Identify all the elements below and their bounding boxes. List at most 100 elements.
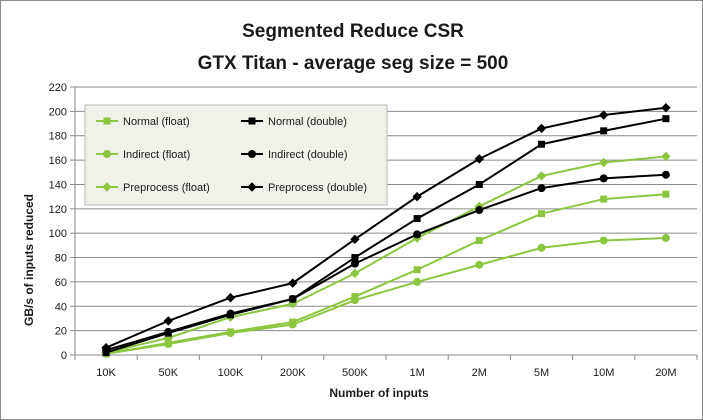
data-point <box>599 174 608 183</box>
data-point <box>599 157 609 168</box>
chart-title: Segmented Reduce CSR <box>242 21 464 42</box>
y-tick-label: 140 <box>49 179 67 191</box>
y-tick-label: 40 <box>55 301 67 313</box>
y-tick-label: 180 <box>49 131 67 143</box>
series-line <box>105 155 666 354</box>
data-point <box>537 243 546 252</box>
data-point <box>288 278 298 288</box>
legend-item: Normal (float) <box>96 116 190 128</box>
x-tick-label: 200K <box>280 367 306 379</box>
y-tick-label: 160 <box>49 155 67 167</box>
data-point <box>536 123 547 134</box>
y-tick-label: 60 <box>55 277 67 289</box>
data-point <box>537 184 546 193</box>
data-point <box>164 340 173 349</box>
data-point <box>475 236 483 244</box>
series-line <box>105 237 666 355</box>
x-tick-label: 20M <box>655 367 676 379</box>
x-tick-label: 1M <box>409 367 424 379</box>
data-point <box>661 103 671 113</box>
data-point <box>350 259 359 268</box>
data-point <box>662 115 670 123</box>
tick-labels: 0 20 40 60 80 100 120 140 160 180 200 220 10K 50K 100K… <box>49 82 677 379</box>
data-point <box>538 210 545 218</box>
legend-label: Indirect (float) <box>123 149 190 161</box>
data-point <box>475 206 484 215</box>
data-point <box>413 277 422 286</box>
x-tick-label: 50K <box>159 367 179 379</box>
data-point <box>288 294 297 303</box>
data-point <box>164 327 173 336</box>
legend-swatch-marker <box>103 117 111 125</box>
legend-label: Normal (float) <box>123 116 190 128</box>
data-point <box>350 296 359 305</box>
x-axis-title: Number of inputs <box>329 386 429 400</box>
legend-box <box>84 104 388 206</box>
data-point <box>661 234 670 243</box>
series-line <box>105 106 667 349</box>
data-point <box>226 309 235 318</box>
x-tick-label: 500K <box>342 367 368 379</box>
axes <box>70 86 698 360</box>
data-point <box>536 171 547 181</box>
data-point <box>474 154 484 164</box>
data-point <box>599 236 608 245</box>
data-point <box>538 140 545 148</box>
data-point <box>412 191 422 202</box>
data-point <box>226 329 235 338</box>
x-tick-label: 10K <box>96 367 116 379</box>
data-point <box>600 127 608 135</box>
series-layer <box>101 103 671 358</box>
y-tick-label: 220 <box>49 82 67 94</box>
legend-swatch-marker <box>248 150 256 158</box>
series-line <box>105 193 666 355</box>
legend-swatch-marker <box>102 182 112 192</box>
series-line <box>105 117 667 354</box>
y-axis-title: GB/s of inputs reduced <box>22 194 36 326</box>
chart-subtitle: GTX Titan - average seg size = 500 <box>198 53 509 74</box>
y-tick-label: 120 <box>49 204 67 216</box>
data-point <box>475 180 483 188</box>
legend-label: Indirect (double) <box>268 149 348 161</box>
x-tick-label: 100K <box>218 367 244 379</box>
data-point <box>351 254 359 262</box>
legend: Normal (float) Normal (double) Indirect (f… <box>84 104 388 206</box>
data-point <box>225 293 236 303</box>
series-line <box>105 173 666 352</box>
legend-swatch-marker <box>247 182 257 192</box>
series-preprocess-double <box>101 103 671 353</box>
legend-item: Normal (double) <box>241 116 347 128</box>
legend-label: Normal (double) <box>268 116 347 128</box>
y-tick-label: 200 <box>49 106 67 118</box>
x-tick-label: 2M <box>472 367 487 379</box>
y-tick-label: 20 <box>55 326 67 338</box>
legend-item: Preprocess (double) <box>241 182 367 194</box>
data-point <box>101 342 111 353</box>
legend-item: Preprocess (float) <box>96 182 210 194</box>
x-tick-label: 5M <box>534 367 549 379</box>
y-tick-label: 100 <box>49 228 67 240</box>
data-point <box>475 260 484 269</box>
legend-label: Preprocess (float) <box>123 182 210 194</box>
legend-swatch-marker <box>248 117 256 125</box>
y-tick-label: 80 <box>55 253 67 265</box>
legend-swatch-marker <box>103 150 111 158</box>
series-indirect-double <box>102 170 670 355</box>
data-point <box>288 320 297 329</box>
data-point <box>662 190 670 198</box>
data-point <box>599 110 609 120</box>
legend-item: Indirect (float) <box>96 149 190 161</box>
x-tick-label: 10M <box>593 367 614 379</box>
y-tick-label: 0 <box>61 350 67 362</box>
series-indirect-float <box>102 234 670 358</box>
data-point <box>661 170 670 179</box>
data-point <box>413 215 421 223</box>
data-point <box>413 266 421 274</box>
legend-label: Preprocess (double) <box>268 182 367 194</box>
data-point <box>350 234 360 244</box>
legend-item: Indirect (double) <box>241 149 348 161</box>
data-point <box>600 195 608 203</box>
data-point <box>163 316 173 326</box>
